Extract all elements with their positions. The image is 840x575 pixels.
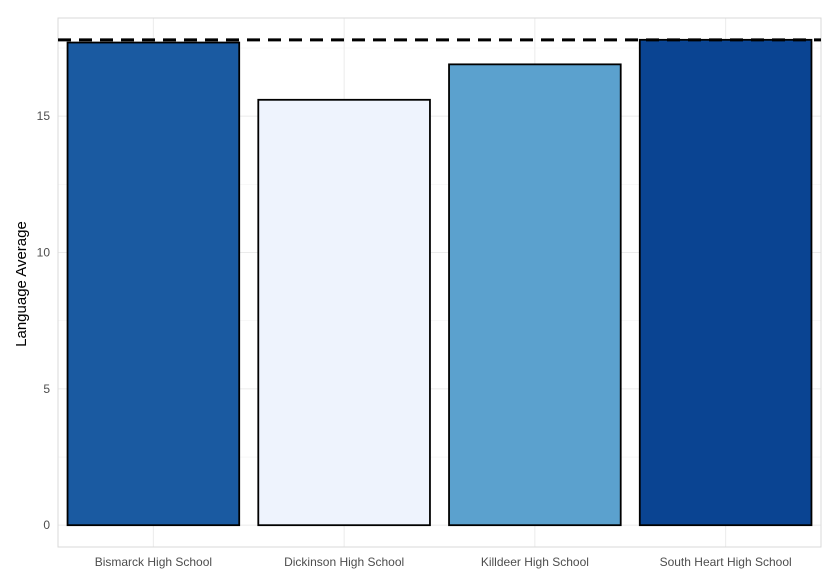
x-tick-label: South Heart High School	[660, 555, 792, 569]
y-tick-label: 15	[37, 109, 51, 123]
x-tick-label: Bismarck High School	[95, 555, 212, 569]
bars	[66, 38, 813, 527]
bar	[66, 41, 241, 527]
bar	[257, 98, 431, 527]
bar	[638, 38, 813, 527]
x-tick-label: Dickinson High School	[284, 555, 404, 569]
y-axis-ticks: 0 5 10 15	[37, 109, 51, 532]
x-tick-label: Killdeer High School	[481, 555, 589, 569]
y-axis-title: Language Average	[13, 221, 30, 347]
x-axis-ticks: Bismarck High School Dickinson High Schoo…	[95, 555, 792, 569]
bar	[448, 63, 622, 527]
y-tick-label: 5	[43, 382, 50, 396]
panel-border	[57, 17, 822, 548]
y-tick-label: 0	[43, 518, 50, 532]
y-tick-label: 10	[37, 246, 51, 260]
